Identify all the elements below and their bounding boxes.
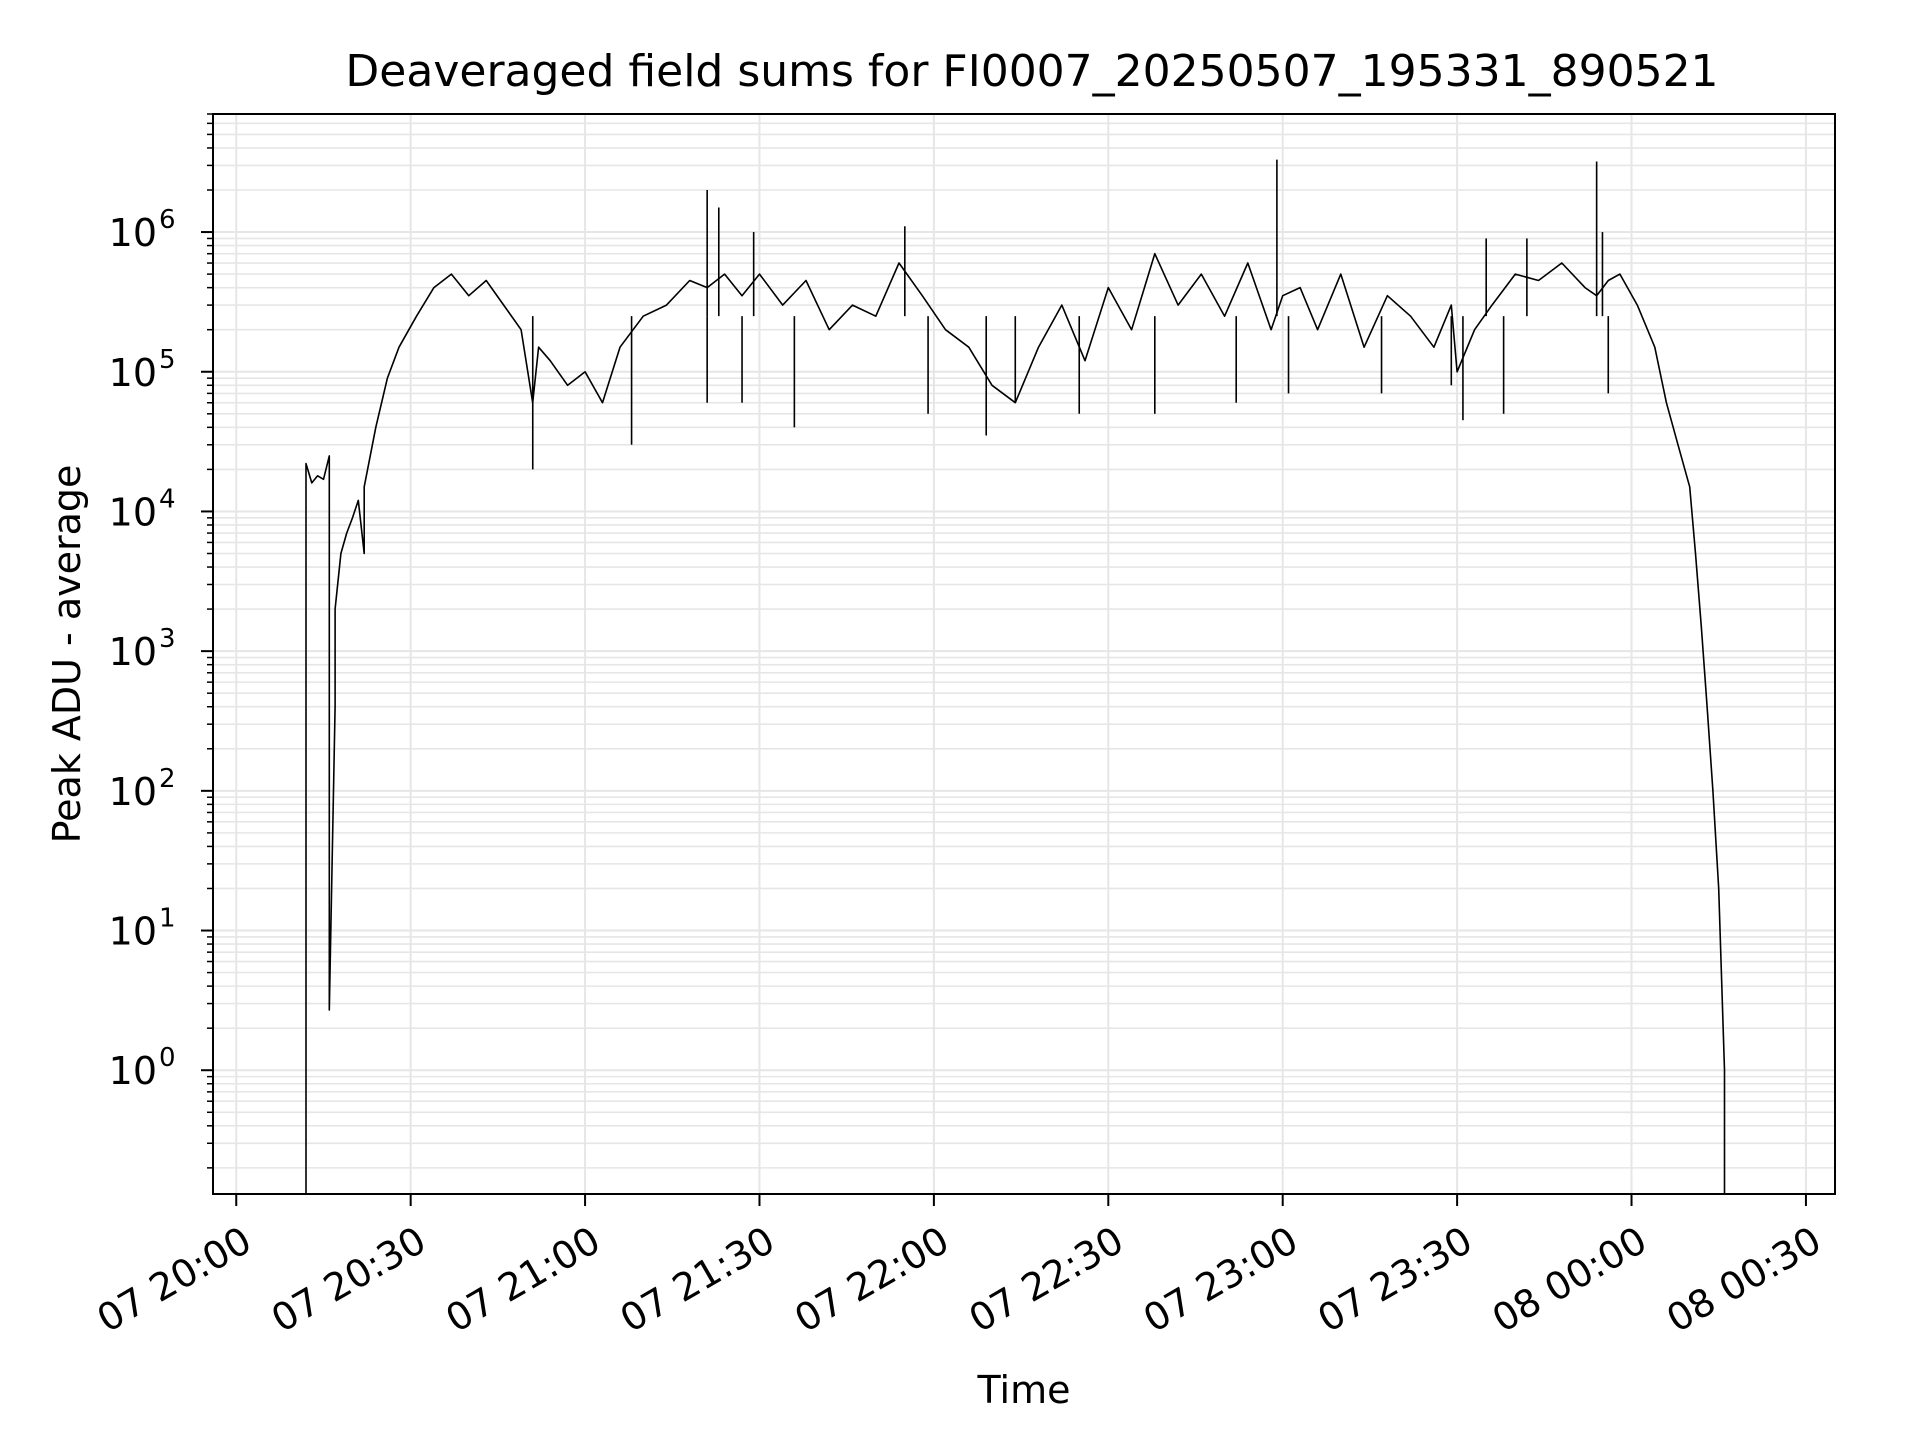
y-tick-exponent: 1 — [159, 904, 176, 934]
y-tick-exponent: 2 — [159, 764, 176, 794]
y-axis-label: Peak ADU - average — [45, 465, 89, 844]
y-tick-label: 10 — [109, 211, 157, 255]
y-tick-exponent: 5 — [159, 345, 176, 375]
y-tick-exponent: 0 — [159, 1043, 176, 1073]
y-tick-label: 10 — [109, 630, 157, 674]
series-layer — [305, 159, 1726, 1194]
y-tick-label: 10 — [109, 910, 157, 954]
y-tick-label: 10 — [109, 490, 157, 534]
y-tick-label: 10 — [109, 770, 157, 814]
y-tick-label: 10 — [109, 1049, 157, 1093]
y-tick-exponent: 4 — [159, 484, 176, 514]
chart-title: Deaveraged field sums for FI0007_2025050… — [345, 46, 1718, 97]
plot-frame — [212, 113, 1836, 1195]
y-tick-exponent: 6 — [159, 205, 176, 235]
series-line — [305, 252, 1726, 1194]
x-axis-label: Time — [977, 1368, 1071, 1412]
y-tick-exponent: 3 — [159, 624, 176, 654]
y-tick-label: 10 — [109, 351, 157, 395]
